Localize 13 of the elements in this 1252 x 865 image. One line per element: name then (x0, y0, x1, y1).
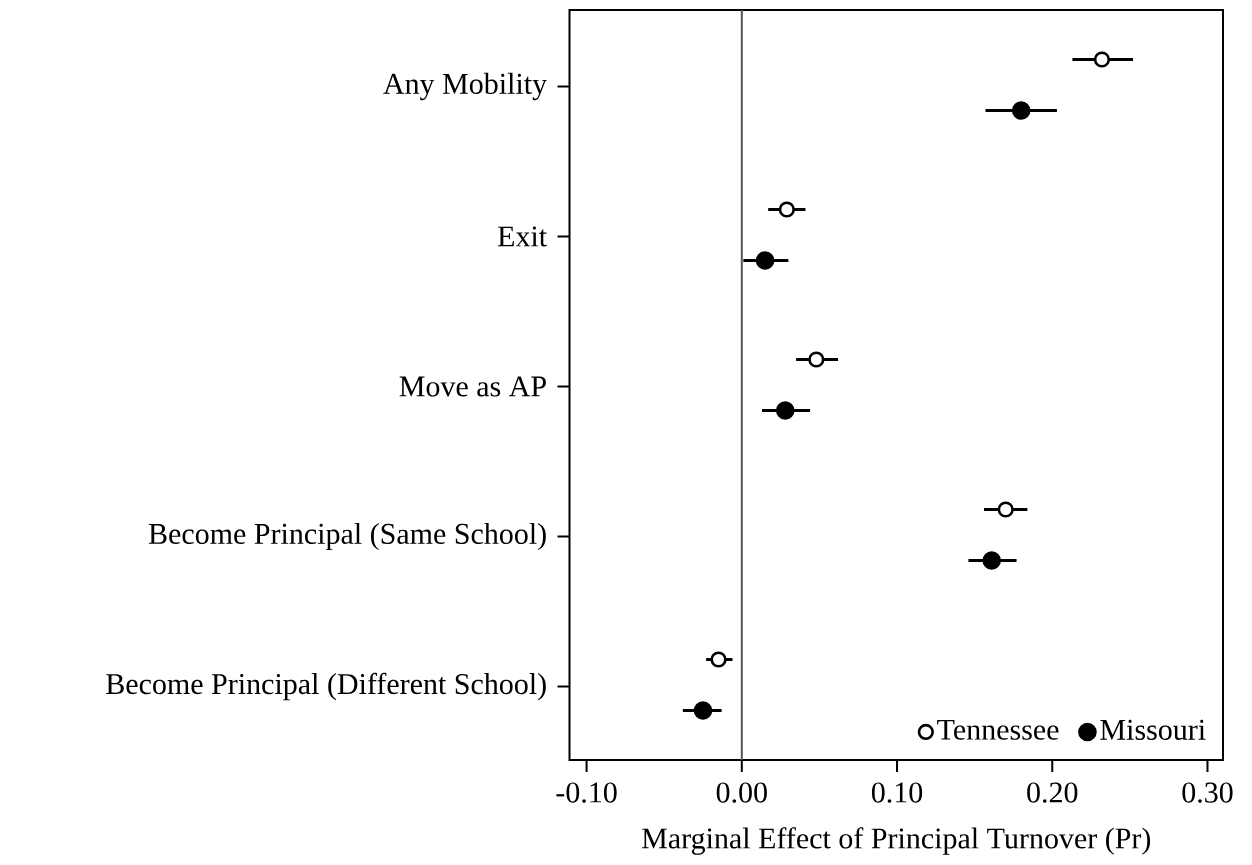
x-tick-label: 0.10 (871, 782, 923, 803)
x-axis-title: Marginal Effect of Principal Turnover (Pr) (642, 827, 1151, 855)
x-tick-label: 0.20 (1027, 782, 1078, 803)
legend-label: Tennessee (937, 719, 1059, 740)
x-tick-label: 0.00 (716, 782, 767, 803)
y-tick-label: Become Principal (Different School) (106, 672, 546, 701)
x-tick-label: -0.10 (556, 782, 617, 803)
y-tick-label: Move as AP (399, 376, 546, 397)
y-tick-label: Any Mobility (383, 72, 547, 101)
y-tick-label: Exit (497, 226, 547, 247)
y-tick-label: Become Principal (Same School) (148, 522, 546, 551)
legend-label: Missouri (1100, 719, 1206, 740)
x-tick-label: 0.30 (1182, 782, 1233, 803)
